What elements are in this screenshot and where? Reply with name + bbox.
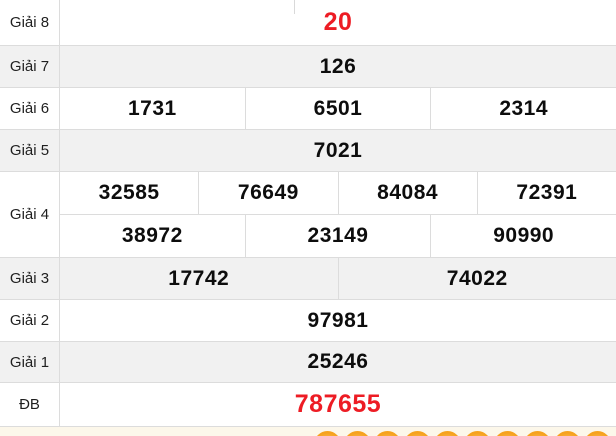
prize-number-cell: 17742 xyxy=(168,266,230,290)
loto-ball xyxy=(373,431,401,436)
prize-values: 25246 xyxy=(60,342,616,382)
prize-values: 17742 74022 xyxy=(60,258,616,299)
prize-subrow: 17742 74022 xyxy=(60,258,616,299)
prize-number-cell: 126 xyxy=(319,54,357,78)
prize-number-cell: 74022 xyxy=(337,258,616,299)
loto-ball xyxy=(313,431,341,436)
prize-row: Giải 7 126 xyxy=(0,46,616,88)
loto-ball xyxy=(494,431,522,436)
prize-values: 20 xyxy=(60,0,616,45)
prize-row: Giải 1 25246 xyxy=(0,342,616,383)
prize-label: Giải 6 xyxy=(0,88,60,129)
prize-label: Giải 1 xyxy=(0,342,60,382)
prize-values: 97981 xyxy=(60,300,616,341)
prize-label: Giải 3 xyxy=(0,258,60,299)
prize-values: 7021 xyxy=(60,130,616,171)
prize-number-cell: 7021 xyxy=(313,138,363,162)
prize-label: Giải 5 xyxy=(0,130,60,171)
prize-row: Giải 3 17742 74022 xyxy=(0,258,616,300)
prize-number-cell: 2314 xyxy=(430,88,616,129)
prize-row: ĐB 787655 xyxy=(0,383,616,427)
prize-subrow: 7021 xyxy=(60,130,616,171)
loto-ball xyxy=(524,431,552,436)
loto-ball xyxy=(464,431,491,436)
loto-ball xyxy=(554,431,582,436)
prize-number-cell: 97981 xyxy=(307,308,369,332)
loto-ball xyxy=(343,431,371,436)
prize-label: ĐB xyxy=(0,383,60,426)
lottery-results-table: Giải 8 20 Giải 7 126 Giải 6 1731 6501 2314 Giải … xyxy=(0,0,616,427)
prize-number-cell: 32585 xyxy=(98,181,160,204)
prize-number-cell: 23149 xyxy=(244,215,431,257)
prize-number-cell: 38972 xyxy=(121,224,183,247)
prize-row: Giải 4 32585 76649 84084 72391 38972 23149 9099… xyxy=(0,172,616,258)
prize-subrow: 126 xyxy=(60,46,616,87)
prize-number-cell: 25246 xyxy=(307,350,369,373)
prize-label: Giải 8 xyxy=(0,0,60,45)
loto-balls-strip xyxy=(0,427,616,436)
prize-number-cell: 20 xyxy=(323,8,353,36)
prize-values: 32585 76649 84084 72391 38972 23149 90990 xyxy=(60,172,616,257)
prize-values: 787655 xyxy=(60,383,616,426)
prize-label: Giải 7 xyxy=(0,46,60,87)
prize-values: 1731 6501 2314 xyxy=(60,88,616,129)
prize-subrow: 38972 23149 90990 xyxy=(60,214,616,257)
prize-subrow: 1731 6501 2314 xyxy=(60,88,616,129)
prize-number-cell: 1731 xyxy=(127,96,177,120)
prize-subrow: 32585 76649 84084 72391 xyxy=(60,172,616,214)
prize-row: Giải 8 20 xyxy=(0,0,616,46)
prize-number-cell: 6501 xyxy=(244,88,431,129)
loto-ball xyxy=(584,431,612,436)
prize-subrow: 97981 xyxy=(60,300,616,341)
prize-label: Giải 4 xyxy=(0,172,60,257)
prize-number-cell: 72391 xyxy=(476,172,616,214)
loto-ball xyxy=(403,431,431,436)
prize-subrow: 20 xyxy=(60,0,616,45)
prize-number-cell: 84084 xyxy=(337,172,477,214)
partial-divider-artifact xyxy=(294,0,295,14)
prize-subrow: 787655 xyxy=(60,383,616,426)
prize-row: Giải 6 1731 6501 2314 xyxy=(0,88,616,130)
prize-label: Giải 2 xyxy=(0,300,60,341)
prize-row: Giải 2 97981 xyxy=(0,300,616,342)
prize-row: Giải 5 7021 xyxy=(0,130,616,172)
prize-number-cell: 787655 xyxy=(294,390,382,418)
prize-values: 126 xyxy=(60,46,616,87)
loto-ball xyxy=(433,431,461,436)
prize-number-cell: 76649 xyxy=(198,172,337,214)
prize-subrow: 25246 xyxy=(60,342,616,382)
prize-number-cell: 90990 xyxy=(430,215,616,257)
